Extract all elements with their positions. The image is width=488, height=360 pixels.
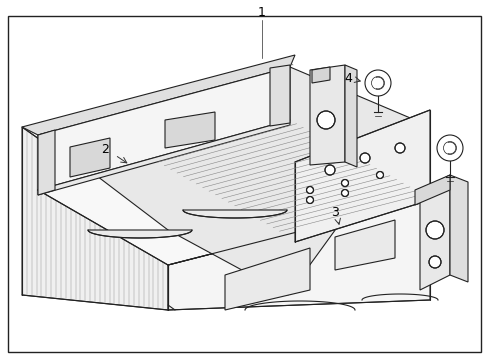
Polygon shape bbox=[449, 175, 467, 282]
Text: 1: 1 bbox=[258, 5, 265, 18]
Text: 3: 3 bbox=[330, 207, 338, 220]
Polygon shape bbox=[22, 127, 168, 310]
Polygon shape bbox=[22, 55, 294, 135]
Circle shape bbox=[325, 165, 334, 175]
Circle shape bbox=[428, 256, 440, 268]
Polygon shape bbox=[183, 210, 286, 218]
Polygon shape bbox=[334, 220, 394, 270]
Circle shape bbox=[341, 180, 348, 186]
Polygon shape bbox=[224, 248, 309, 310]
Circle shape bbox=[359, 153, 369, 163]
Polygon shape bbox=[88, 230, 192, 238]
Circle shape bbox=[425, 221, 443, 239]
Polygon shape bbox=[269, 65, 289, 126]
Polygon shape bbox=[419, 175, 449, 290]
Polygon shape bbox=[168, 198, 429, 310]
Text: 4: 4 bbox=[344, 72, 351, 85]
Polygon shape bbox=[38, 67, 289, 190]
Circle shape bbox=[394, 143, 404, 153]
Polygon shape bbox=[38, 67, 414, 295]
Polygon shape bbox=[345, 65, 356, 167]
Circle shape bbox=[341, 189, 348, 197]
Polygon shape bbox=[70, 138, 110, 177]
Circle shape bbox=[306, 186, 313, 193]
Polygon shape bbox=[414, 175, 449, 205]
Text: 2: 2 bbox=[101, 144, 109, 157]
Polygon shape bbox=[38, 120, 429, 265]
Polygon shape bbox=[309, 65, 345, 165]
Circle shape bbox=[316, 111, 334, 129]
Circle shape bbox=[306, 197, 313, 203]
Polygon shape bbox=[38, 130, 55, 195]
Polygon shape bbox=[294, 110, 429, 242]
Circle shape bbox=[376, 171, 383, 179]
Polygon shape bbox=[38, 120, 289, 195]
Polygon shape bbox=[164, 112, 215, 148]
Polygon shape bbox=[311, 67, 329, 83]
